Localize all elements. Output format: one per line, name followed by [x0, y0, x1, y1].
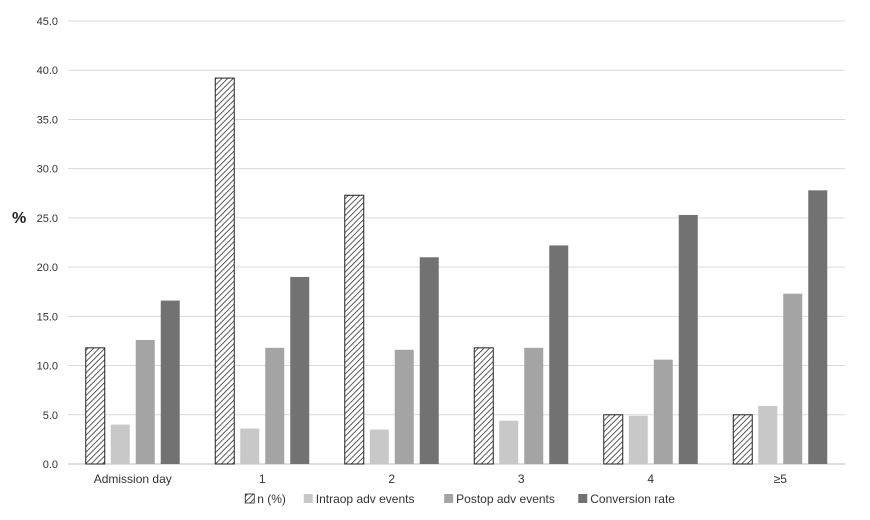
y-tick-label: 35.0 [37, 114, 58, 126]
legend-swatch [578, 494, 588, 503]
legend-label: Intraop adv events [316, 492, 415, 506]
bar [808, 190, 828, 464]
bar [265, 347, 285, 464]
y-tick-label: 25.0 [37, 213, 58, 225]
legend-label: n (%) [257, 492, 286, 506]
bar [473, 347, 494, 465]
y-tick-label: 15.0 [37, 311, 58, 323]
bar [549, 245, 569, 464]
legend-label: Conversion rate [590, 492, 675, 506]
y-tick-label: 40.0 [37, 65, 58, 77]
bar [628, 415, 648, 464]
bar [110, 424, 130, 464]
bar [214, 77, 235, 465]
bar [85, 347, 106, 465]
x-tick-label: ≥5 [774, 472, 788, 486]
legend-label: Postop adv events [456, 492, 555, 506]
y-tick-label: 45.0 [37, 16, 58, 28]
bar [732, 414, 753, 465]
bar [240, 428, 260, 464]
bar [783, 293, 803, 464]
bar [135, 339, 155, 464]
x-tick-label: 2 [388, 472, 395, 486]
bar [524, 347, 544, 464]
legend-swatch [303, 494, 313, 503]
x-tick-label: Admission day [94, 472, 172, 486]
bar [758, 405, 778, 464]
bar [344, 194, 365, 465]
bar [394, 349, 414, 464]
y-tick-label: 20.0 [37, 262, 58, 274]
bar [290, 276, 310, 464]
legend-swatch [444, 494, 454, 503]
x-tick-label: 1 [259, 472, 266, 486]
x-tick-label: 3 [518, 472, 525, 486]
bar [499, 420, 519, 464]
y-tick-label: 0.0 [43, 459, 58, 471]
legend-swatch [244, 493, 255, 504]
x-tick-label: 4 [647, 472, 654, 486]
y-tick-label: 10.0 [37, 361, 58, 373]
bar [603, 414, 624, 465]
bar [419, 257, 439, 464]
bar [678, 214, 698, 464]
y-tick-label: 30.0 [37, 164, 58, 176]
y-tick-label: 5.0 [43, 410, 58, 422]
bar [369, 429, 389, 464]
y-axis-label: % [12, 210, 26, 227]
bar [160, 300, 180, 464]
bar [653, 359, 673, 464]
